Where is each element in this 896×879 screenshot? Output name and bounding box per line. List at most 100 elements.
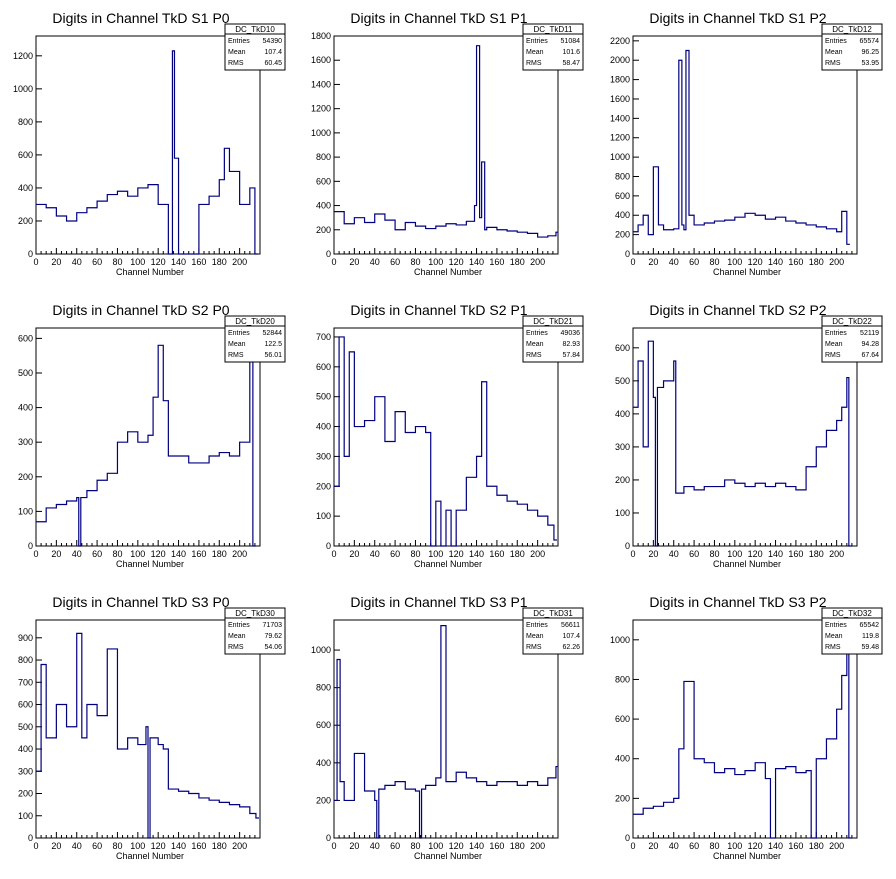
stats-label-rms: RMS	[825, 60, 841, 67]
stats-value-mean: 119.8	[862, 633, 879, 640]
x-tick-label: 60	[689, 549, 699, 559]
x-tick-label: 140	[171, 841, 186, 851]
x-tick-label: 40	[370, 257, 380, 267]
stats-value-rms: 58.47	[562, 60, 580, 67]
x-tick-label: 140	[469, 841, 484, 851]
stats-label-rms: RMS	[526, 60, 542, 67]
stats-value-rms: 62.26	[562, 644, 580, 651]
y-tick-label: 1000	[610, 635, 630, 645]
x-tick-label: 60	[92, 841, 102, 851]
y-tick-label: 600	[316, 720, 331, 730]
x-tick-label: 80	[709, 841, 719, 851]
x-tick-label: 180	[212, 549, 227, 559]
x-tick-label: 40	[370, 841, 380, 851]
histogram-panel-6: Digits in Channel TkD S2 P2 0 20 40 60 80 100 1…	[615, 302, 883, 569]
x-tick-label: 120	[748, 841, 763, 851]
histogram-line	[633, 49, 850, 245]
stats-label-rms: RMS	[825, 644, 841, 651]
stats-value-mean: 107.4	[264, 49, 282, 56]
histogram-panel-2: Digits in Channel TkD S1 P1 0 20 40 60 80 100 1…	[311, 10, 584, 277]
x-tick-label: 80	[410, 549, 420, 559]
x-tick-label: 140	[469, 549, 484, 559]
y-tick-label: 200	[18, 216, 33, 226]
x-tick-label: 0	[630, 549, 635, 559]
stats-box	[224, 607, 286, 655]
x-tick-label: 0	[630, 257, 635, 267]
y-tick-label: 600	[615, 343, 630, 353]
stats-value-mean: 107.4	[562, 633, 580, 640]
y-tick-label: 400	[316, 201, 331, 211]
x-tick-label: 160	[191, 257, 206, 267]
x-tick-label: 0	[33, 549, 38, 559]
x-tick-label: 160	[489, 549, 504, 559]
x-tick-label: 80	[112, 549, 122, 559]
x-tick-label: 160	[489, 257, 504, 267]
y-tick-label: 200	[316, 795, 331, 805]
x-tick-label: 180	[212, 841, 227, 851]
y-tick-label: 0	[625, 833, 630, 843]
y-tick-label: 200	[615, 793, 630, 803]
x-axis-label: Channel Number	[414, 851, 482, 861]
x-tick-label: 40	[72, 841, 82, 851]
x-tick-label: 0	[331, 549, 336, 559]
x-tick-label: 140	[469, 257, 484, 267]
y-tick-label: 300	[18, 437, 33, 447]
stats-label-entries: Entries	[526, 38, 548, 45]
y-tick-label: 0	[625, 249, 630, 259]
x-tick-label: 100	[130, 549, 145, 559]
y-tick-label: 800	[615, 674, 630, 684]
stats-name: DC_TkD22	[832, 317, 872, 326]
x-tick-label: 100	[727, 549, 742, 559]
stats-value-mean: 101.6	[562, 49, 580, 56]
stats-name: DC_TkD10	[235, 25, 275, 34]
y-tick-label: 0	[326, 833, 331, 843]
stats-box	[522, 23, 584, 71]
x-tick-label: 0	[33, 841, 38, 851]
y-tick-label: 1400	[311, 79, 331, 89]
y-tick-label: 400	[615, 754, 630, 764]
stats-box	[522, 315, 584, 363]
x-tick-label: 60	[689, 841, 699, 851]
y-tick-label: 300	[316, 451, 331, 461]
histogram-line	[334, 336, 557, 547]
x-tick-label: 180	[510, 841, 525, 851]
y-tick-label: 400	[316, 422, 331, 432]
y-tick-label: 600	[18, 333, 33, 343]
x-axis-label: Channel Number	[713, 559, 781, 569]
y-tick-label: 800	[615, 171, 630, 181]
y-tick-label: 1000	[311, 128, 331, 138]
stats-label-rms: RMS	[526, 352, 542, 359]
stats-box	[522, 607, 584, 655]
stats-label-rms: RMS	[228, 644, 244, 651]
x-tick-label: 100	[428, 841, 443, 851]
histogram-line	[633, 623, 852, 839]
stats-label-entries: Entries	[228, 38, 250, 45]
y-tick-label: 200	[18, 472, 33, 482]
y-tick-label: 1000	[13, 84, 33, 94]
stats-name: DC_TkD11	[534, 25, 574, 34]
x-axis-label: Channel Number	[414, 267, 482, 277]
y-tick-label: 1400	[610, 113, 630, 123]
x-tick-label: 40	[669, 841, 679, 851]
y-tick-label: 600	[18, 150, 33, 160]
chart-title: Digits in Channel TkD S1 P0	[52, 10, 229, 26]
y-tick-label: 1000	[311, 645, 331, 655]
stats-label-entries: Entries	[825, 330, 847, 337]
stats-name: DC_TkD20	[235, 317, 275, 326]
stats-value-mean: 122.5	[264, 341, 282, 348]
stats-name: DC_TkD21	[533, 317, 573, 326]
stats-label-entries: Entries	[228, 622, 250, 629]
x-tick-label: 120	[748, 257, 763, 267]
x-tick-label: 200	[829, 257, 844, 267]
histogram-line	[334, 625, 558, 839]
x-axis-label: Channel Number	[116, 559, 184, 569]
y-tick-label: 0	[326, 249, 331, 259]
histogram-panel-1: Digits in Channel TkD S1 P0 0 20 40 60 80 100 1…	[13, 10, 286, 277]
histogram-line	[36, 632, 259, 839]
stats-label-entries: Entries	[526, 622, 548, 629]
y-tick-label: 1800	[311, 31, 331, 41]
x-tick-label: 60	[92, 549, 102, 559]
stats-value-entries: 52844	[263, 330, 283, 337]
x-tick-label: 200	[530, 257, 545, 267]
